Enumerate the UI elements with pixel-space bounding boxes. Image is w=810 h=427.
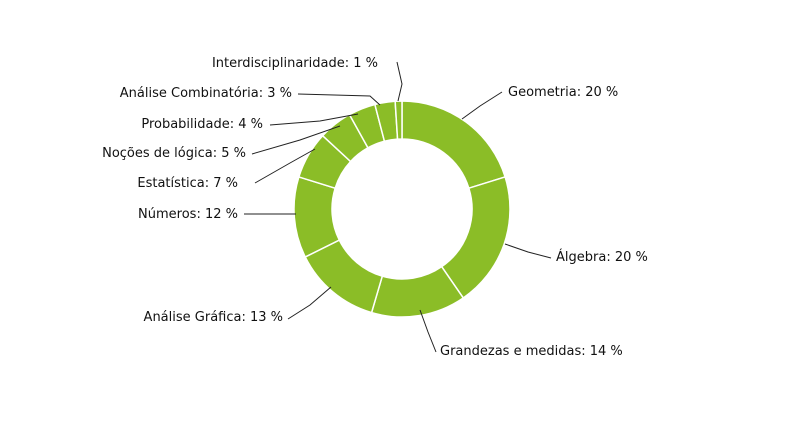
slice-geometria [401,100,507,190]
label-numeros: Números: 12 % [138,207,238,222]
label-analise-combinatoria: Análise Combinatória: 3 % [120,86,292,101]
label-analise-grafica: Análise Gráfica: 13 % [144,310,283,325]
label-nocoes-de-logica: Noções de lógica: 5 % [102,146,246,161]
slice-labels: Geometria: 20 % Álgebra: 20 % Grandezas e … [102,56,648,359]
leader-line-analise-combinatoria [297,93,381,106]
label-interdisciplinaridade: Interdisciplinaridade: 1 % [212,56,378,71]
leader-line-analise-grafica [287,286,332,320]
label-geometria: Geometria: 20 % [508,85,618,100]
label-estatistica: Estatística: 7 % [137,176,238,191]
label-grandezas-e-medidas: Grandezas e medidas: 14 % [440,344,623,359]
leader-line-geometria [461,91,503,120]
leader-lines [244,61,552,353]
donut-slices [293,100,511,318]
label-algebra: Álgebra: 20 % [556,249,648,265]
slice-interdisciplinaridade [394,100,403,140]
slice-algebra [440,175,511,300]
leader-line-interdisciplinaridade [396,61,403,102]
label-probabilidade: Probabilidade: 4 % [141,117,263,132]
leader-line-nocoes-de-logica [251,125,341,155]
leader-line-algebra [504,243,552,259]
leader-line-estatistica [254,148,316,184]
leader-line-probabilidade [269,113,359,126]
leader-line-grandezas-e-medidas [419,309,437,353]
